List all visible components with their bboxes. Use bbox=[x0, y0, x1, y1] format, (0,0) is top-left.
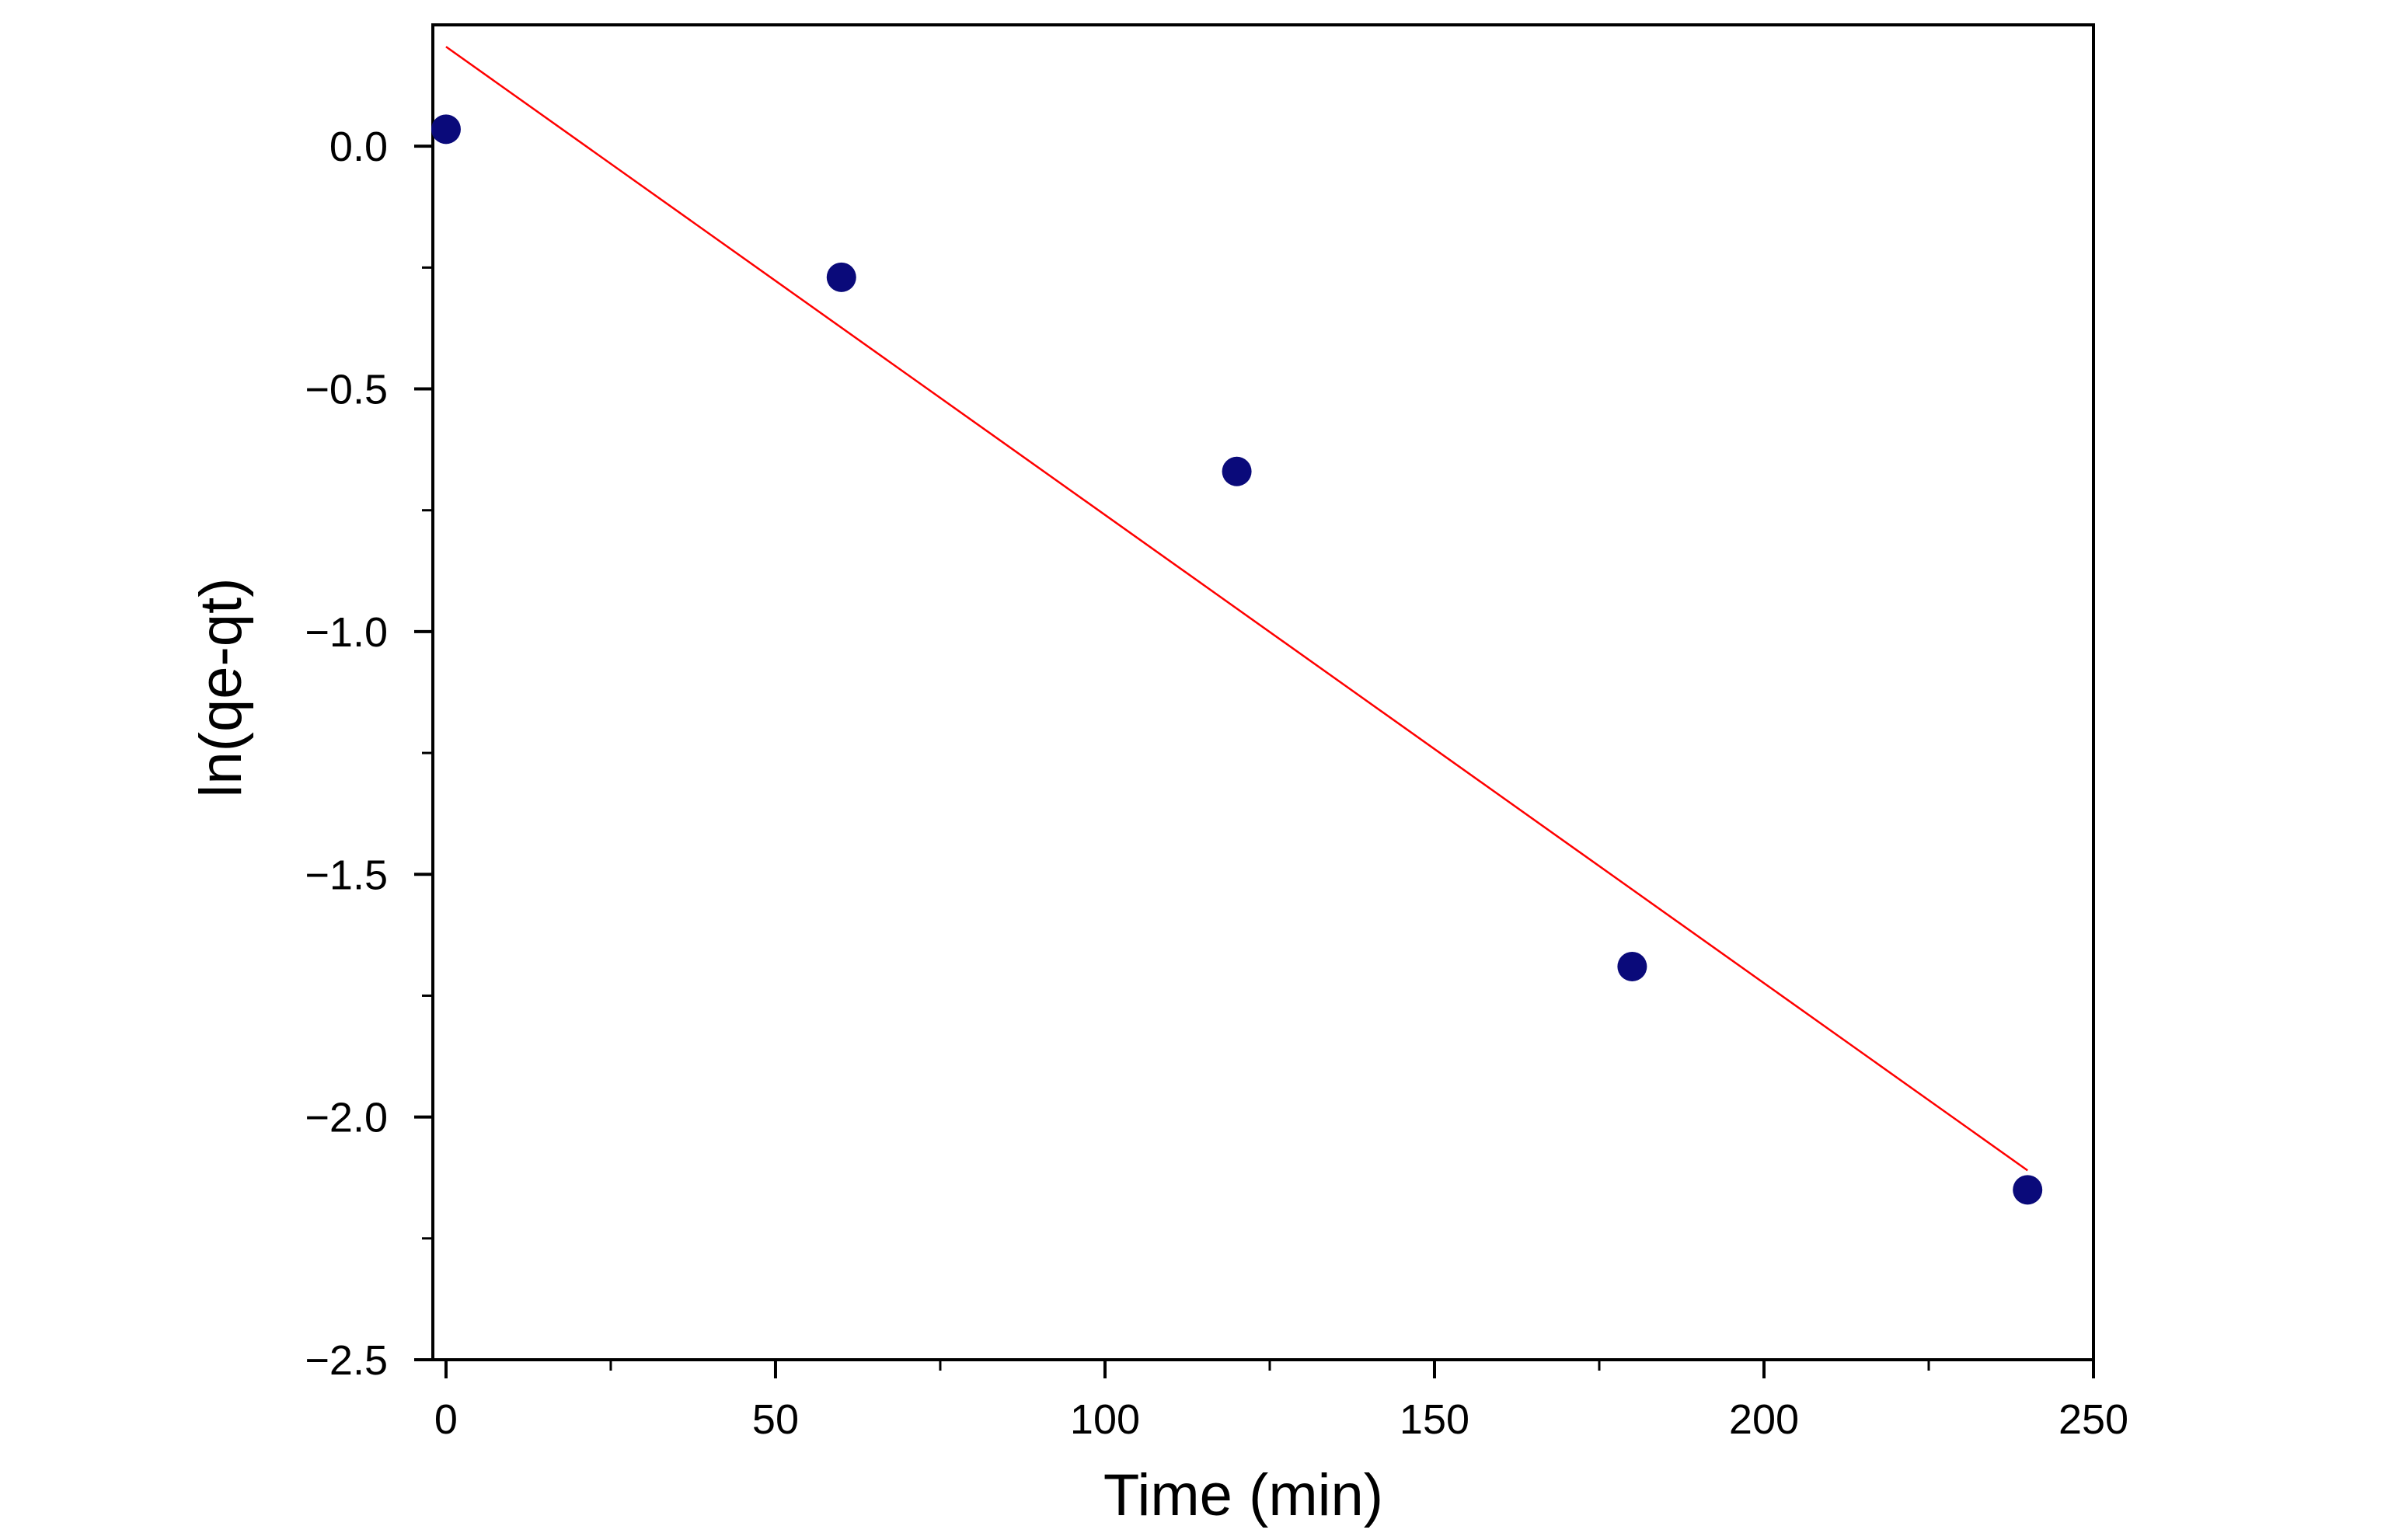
x-tick-label: 100 bbox=[1070, 1396, 1140, 1443]
x-tick-label: 200 bbox=[1729, 1396, 1799, 1443]
y-tick-label: −2.5 bbox=[305, 1337, 388, 1384]
data-point bbox=[1617, 951, 1647, 981]
linear-fit-line bbox=[445, 46, 2028, 1172]
y-tick-label: 0.0 bbox=[329, 124, 388, 170]
x-tick-label: 250 bbox=[2059, 1396, 2128, 1443]
y-tick-label: −1.5 bbox=[305, 852, 388, 898]
x-tick-label: 0 bbox=[434, 1396, 458, 1443]
x-tick-label: 50 bbox=[752, 1396, 799, 1443]
data-point bbox=[431, 114, 461, 145]
data-point bbox=[826, 262, 856, 292]
y-axis-label: ln(qe-qt) bbox=[188, 578, 254, 798]
data-point bbox=[1222, 456, 1252, 486]
y-tick-label: −1.0 bbox=[305, 609, 388, 656]
x-axis-label: Time (min) bbox=[1103, 1462, 1383, 1528]
plot-frame bbox=[431, 23, 2095, 1361]
x-tick-label: 150 bbox=[1400, 1396, 1469, 1443]
y-tick-label: −2.0 bbox=[305, 1095, 388, 1141]
y-tick-label: −0.5 bbox=[305, 367, 388, 413]
data-point bbox=[2013, 1175, 2043, 1205]
